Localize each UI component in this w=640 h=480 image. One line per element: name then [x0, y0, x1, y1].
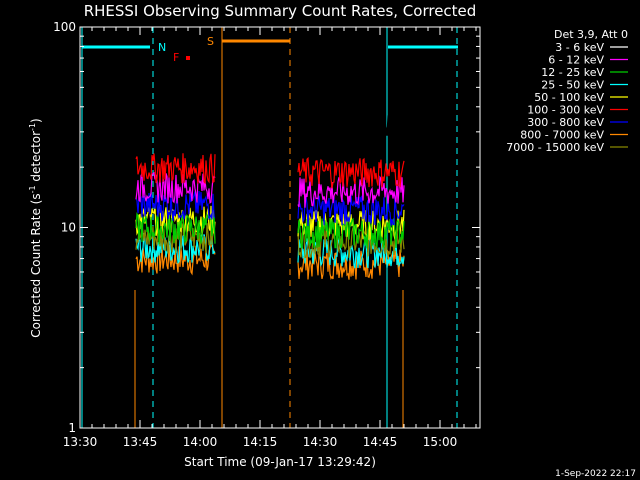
series-line — [297, 226, 405, 259]
legend-entry: 50 - 100 keV — [534, 91, 604, 104]
legend-entry: 25 - 50 keV — [541, 79, 604, 92]
flare-marker — [186, 56, 190, 60]
x-tick-label: 13:30 — [63, 435, 98, 449]
series-line — [297, 156, 405, 189]
chart-title: RHESSI Observing Summary Count Rates, Co… — [84, 2, 477, 20]
flare-label: F — [173, 51, 179, 64]
series-line — [297, 175, 405, 208]
series-line — [297, 217, 405, 249]
legend-entry: 3 - 6 keV — [555, 41, 604, 54]
legend-entry: 100 - 300 keV — [527, 104, 604, 117]
x-tick-label: 14:15 — [243, 435, 278, 449]
x-tick-label: 14:30 — [303, 435, 338, 449]
saa-label: S — [207, 35, 214, 48]
series-line — [297, 110, 405, 143]
x-tick-label: 14:45 — [363, 435, 398, 449]
y-axis-label: Corrected Count Rate (s-1 detector-1) — [28, 118, 43, 337]
legend-header: Det 3,9, Att 0 — [554, 28, 628, 41]
legend-entry: 12 - 25 keV — [541, 66, 604, 79]
series-line — [135, 153, 216, 185]
series-line — [135, 106, 216, 138]
x-tick-label: 15:00 — [423, 435, 458, 449]
y-tick-label: 10 — [61, 221, 76, 235]
y-tick-label: 1 — [68, 421, 76, 435]
x-tick-label: 14:00 — [183, 435, 218, 449]
x-tick-label: 13:45 — [123, 435, 158, 449]
footer-date: 1-Sep-2022 22:17 — [555, 469, 636, 479]
y-tick-label: 100 — [53, 20, 76, 34]
series-line — [135, 212, 216, 245]
series-line — [135, 171, 216, 204]
legend-entry: 800 - 7000 keV — [520, 129, 604, 142]
night-label: N — [158, 41, 166, 54]
x-axis-label: Start Time (09-Jan-17 13:29:42) — [184, 455, 376, 469]
plot-area: N S F — [81, 27, 458, 428]
legend-entry: 6 - 12 keV — [548, 54, 604, 67]
series-line — [297, 236, 405, 269]
legend-entry: 300 - 800 keV — [527, 116, 604, 129]
series-line — [135, 244, 216, 276]
legend-entry: 7000 - 15000 keV — [506, 141, 604, 154]
axes: 1 10 100 13:30 13:45 14:00 14:15 14:30 14:45 15:0… — [53, 20, 481, 449]
